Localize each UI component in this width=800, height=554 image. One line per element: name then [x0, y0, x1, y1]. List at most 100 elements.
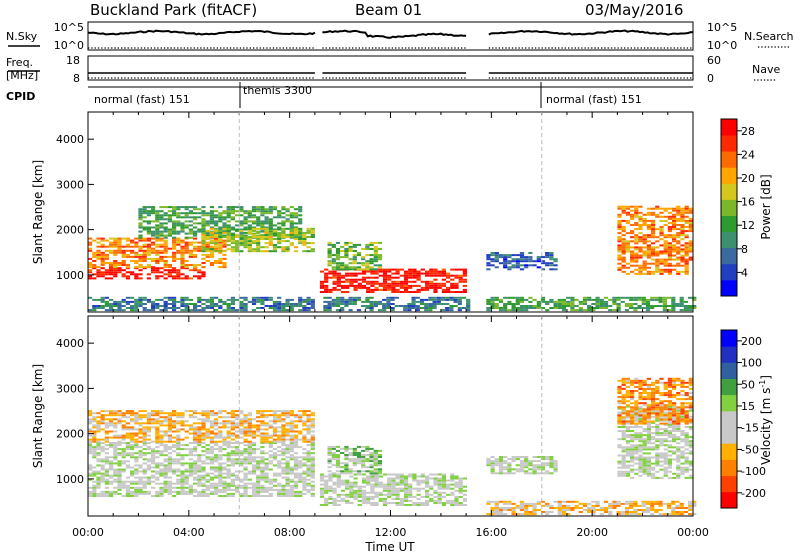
heatmap-cell [458, 477, 463, 480]
heatmap-cell [617, 246, 622, 249]
heatmap-cell [201, 488, 206, 491]
heatmap-cell [587, 296, 592, 299]
heatmap-cell [134, 442, 139, 444]
heatmap-cell [387, 270, 392, 273]
heatmap-cell [109, 418, 114, 421]
heatmap-cell [167, 464, 172, 467]
heatmap-cell [218, 231, 223, 234]
heatmap-cell [667, 507, 672, 509]
heatmap-cell [226, 210, 231, 213]
heatmap-cell [243, 432, 248, 435]
heatmap-cell [302, 233, 307, 236]
heatmap-cell [285, 482, 290, 485]
heatmap-cell [633, 504, 638, 507]
heatmap-cell [382, 268, 388, 271]
heatmap-cell [272, 216, 278, 219]
heatmap-cell [130, 410, 135, 413]
heatmap-cell [214, 303, 219, 305]
station-title: Buckland Park (fitACF) [90, 1, 257, 19]
heatmap-cell [256, 218, 261, 221]
heatmap-cell [247, 212, 252, 215]
heatmap-cell [634, 264, 639, 267]
heatmap-cell [328, 502, 333, 504]
heatmap-cell [113, 478, 118, 481]
heatmap-cell [167, 230, 172, 233]
heatmap-cell [365, 458, 370, 461]
heatmap-cell [637, 509, 642, 511]
heatmap-cell [222, 438, 227, 441]
heatmap-cell [230, 412, 235, 415]
heatmap-cell [104, 438, 109, 441]
heatmap-cell [226, 226, 231, 229]
heatmap-cell [646, 248, 651, 251]
heatmap-cell [235, 298, 240, 301]
heatmap-cell [641, 511, 646, 513]
heatmap-cell [163, 300, 168, 303]
heatmap-cell [159, 257, 164, 260]
heatmap-cell [146, 446, 151, 449]
heatmap-cell [125, 237, 130, 240]
heatmap-cell [437, 481, 442, 484]
heatmap-cell [377, 256, 383, 259]
heatmap-cell [348, 262, 353, 265]
heatmap-cell [612, 507, 617, 509]
heatmap-cell [306, 472, 311, 475]
heatmap-cell [667, 226, 672, 228]
heatmap-cell [109, 307, 114, 309]
heatmap-cell [184, 264, 189, 266]
heatmap-cell [688, 207, 693, 210]
heatmap-cell [486, 307, 491, 309]
heatmap-cell [582, 296, 588, 299]
heatmap-cell [121, 237, 126, 240]
heatmap-cell [109, 298, 114, 301]
heatmap-cell [561, 300, 567, 303]
heatmap-cell [289, 490, 294, 493]
heatmap-cell [159, 438, 164, 441]
heatmap-cell [117, 434, 122, 437]
heatmap-cell [146, 442, 151, 444]
heatmap-cell [344, 250, 349, 252]
heatmap-cell [180, 414, 185, 417]
heatmap-cell [507, 303, 512, 305]
heatmap-cell [130, 440, 135, 443]
heatmap-cell [222, 243, 227, 246]
heatmap-cell [88, 420, 93, 423]
heatmap-cell [264, 428, 269, 431]
heatmap-cell [226, 309, 231, 312]
heatmap-cell [378, 284, 383, 287]
heatmap-cell [272, 410, 278, 413]
heatmap-cell [104, 309, 109, 312]
heatmap-cell [319, 504, 325, 506]
heatmap-cell [373, 470, 378, 473]
heatmap-cell [109, 269, 114, 272]
heatmap-cell [306, 452, 311, 455]
heatmap-cell [251, 232, 257, 235]
heatmap-cell [659, 270, 664, 273]
heatmap-cell [335, 258, 341, 261]
heatmap-cell [209, 216, 214, 219]
heatmap-cell [104, 296, 109, 299]
heatmap-cell [298, 208, 303, 211]
heatmap-cell [251, 490, 257, 493]
heatmap-cell [336, 481, 341, 484]
heatmap-cell [109, 462, 114, 465]
heatmap-cell [446, 291, 451, 293]
heatmap-cell [109, 243, 114, 246]
heatmap-cell [574, 507, 579, 509]
heatmap-cell [268, 426, 273, 429]
heatmap-cell [612, 298, 617, 301]
heatmap-cell [256, 476, 261, 479]
heatmap-cell [222, 300, 227, 303]
heatmap-cell [138, 239, 143, 242]
heatmap-cell [222, 253, 227, 256]
heatmap-cell [378, 274, 383, 277]
heatmap-cell [587, 305, 592, 307]
heatmap-cell [134, 275, 139, 278]
y-tick-label: 1000 [56, 269, 84, 282]
heatmap-cell [403, 495, 409, 498]
heatmap-cell [553, 500, 558, 503]
heatmap-cell [247, 470, 252, 473]
heatmap-cell [214, 470, 219, 473]
heatmap-cell [676, 209, 681, 212]
heatmap-cell [239, 462, 244, 465]
